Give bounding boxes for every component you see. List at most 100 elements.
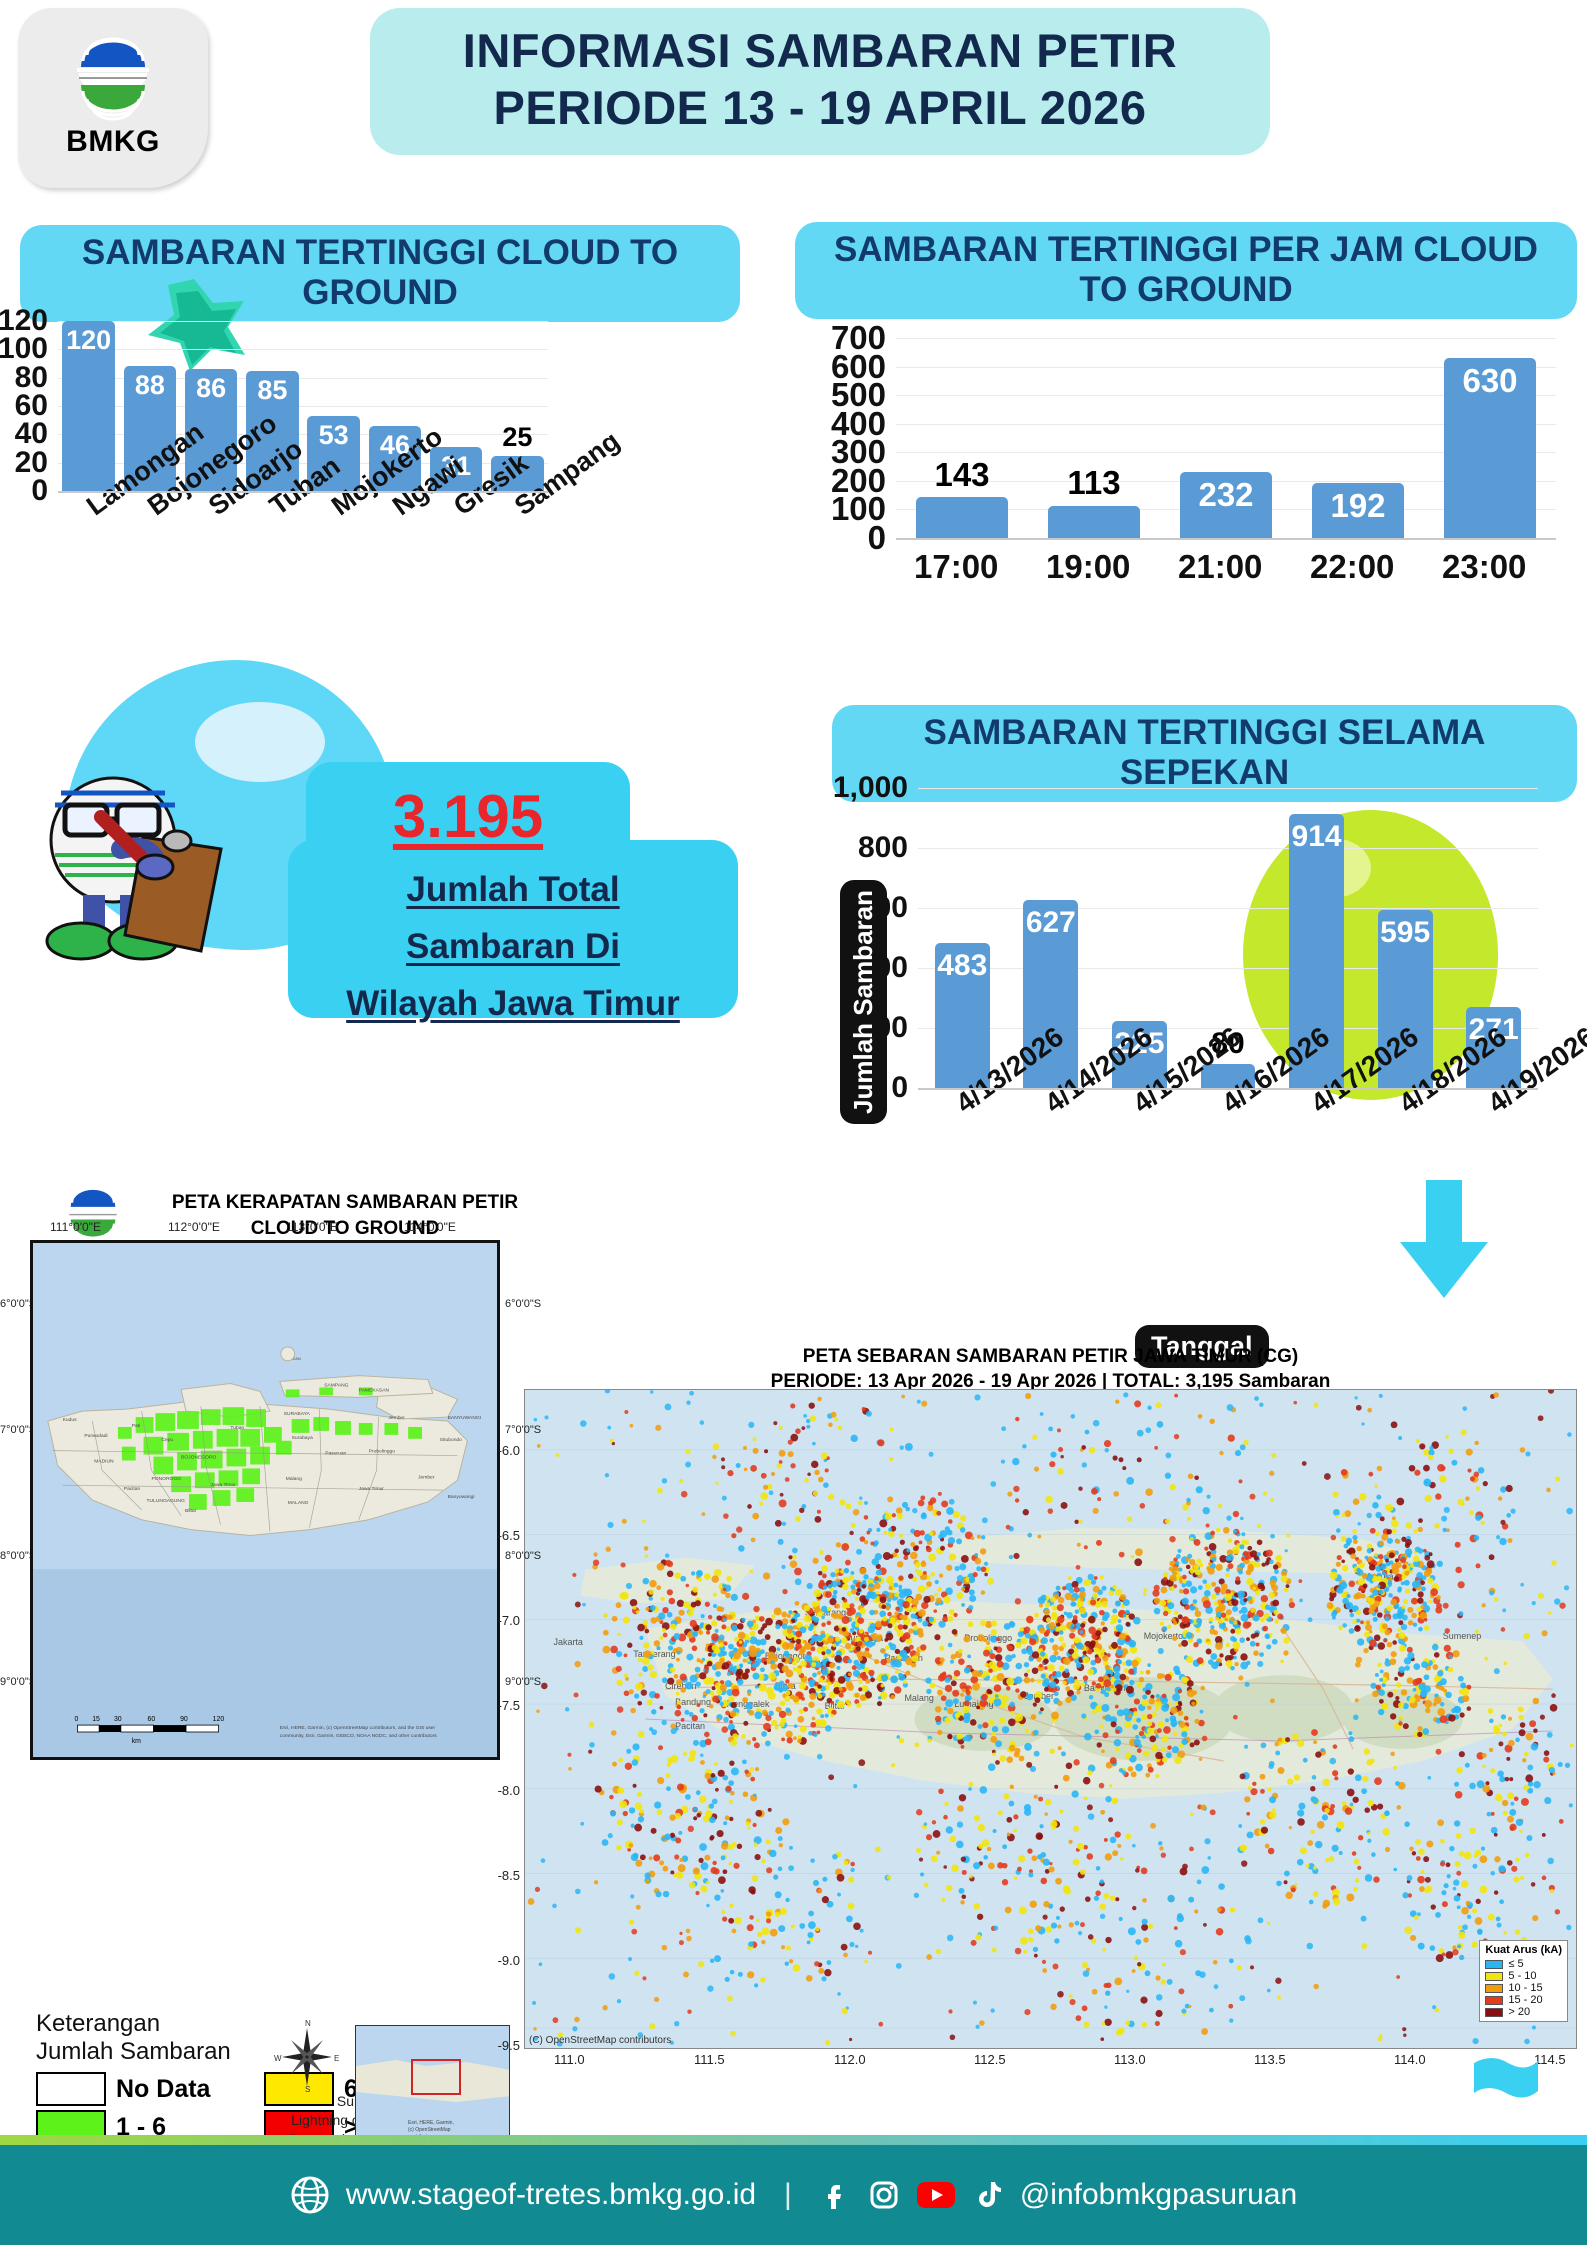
map1-legend-item: No Data (36, 2072, 252, 2106)
bar-Sampang[interactable] (491, 455, 544, 491)
map2-x-ticks: 111.0 111.5 112.0 112.5 113.0 113.5 114.0 114.5 (524, 2052, 1577, 2072)
map2-x-tick: 114.0 (1394, 2052, 1426, 2067)
chart2-gridline (896, 452, 1556, 454)
chart1-gridline (58, 434, 548, 436)
svg-text:Pacitan: Pacitan (124, 1486, 141, 1492)
svg-text:Situbondo: Situbondo (440, 1437, 462, 1443)
map2-x-tick: 111.0 (554, 2052, 585, 2067)
map1-lat-tick-right: 6°0'0"S (505, 1298, 542, 1310)
map2-x-tick: 112.0 (834, 2052, 866, 2067)
map2-legend-item: > 20 (1485, 2006, 1562, 2018)
bar-4/14/2026[interactable] (1023, 899, 1079, 1088)
facebook-icon[interactable] (820, 2179, 852, 2211)
bar-Tuban[interactable] (246, 370, 299, 491)
tiktok-icon[interactable] (972, 2179, 1004, 2211)
footer-website[interactable]: www.stageof-tretes.bmkg.go.id (345, 2178, 757, 2211)
chart1-ytick: 0 (31, 474, 48, 507)
chart-cg-hourly: 0 100 200 300 400 500 600 700 143 113 232 192 630 17:… (800, 319, 1587, 680)
svg-text:Jawa Timur: Jawa Timur (211, 1482, 237, 1488)
svg-text:km: km (132, 1738, 141, 1745)
bar-21:00[interactable] (1179, 471, 1273, 538)
legend-label: > 20 (1508, 2006, 1531, 2018)
svg-text:90: 90 (180, 1716, 188, 1723)
chart3-ytick: 800 (857, 831, 908, 864)
bar-Sidoarjo[interactable] (184, 369, 238, 491)
bar-value-4/19/2026: 271 (1468, 1012, 1519, 1046)
map1-canvas[interactable]: Tuban Surabaya BOJONEGORO Jawa Timur Pasur… (30, 1240, 500, 1760)
bar-19:00[interactable] (1047, 505, 1141, 538)
map1-lon-tick: 111°0'0"E (50, 1220, 101, 1234)
bar-4/13/2026[interactable] (934, 943, 990, 1088)
map2-legend-title: Kuat Arus (kA) (1485, 1944, 1562, 1956)
svg-text:Malang: Malang (904, 1693, 933, 1703)
bar-Bojonegoro[interactable] (123, 366, 177, 491)
map1-legend-title1: Keterangan (36, 2010, 161, 2037)
footer-accent-bar (0, 2135, 1587, 2145)
chart3-ytick: 0 (891, 1071, 908, 1104)
chart3-gridline (918, 1028, 1538, 1029)
bar-4/16/2026[interactable] (1200, 1064, 1256, 1088)
chart1-ytick: 60 (14, 389, 48, 422)
bar-Gresik[interactable] (429, 447, 483, 491)
svg-text:W: W (274, 2054, 282, 2063)
chart1-y-axis: 0 20 40 60 80 100 120 (0, 304, 48, 507)
svg-text:Blitar: Blitar (825, 1701, 845, 1711)
svg-text:Cepu: Cepu (161, 1437, 173, 1443)
bmkg-logo-icon (71, 37, 155, 123)
map2-x-tick: 112.5 (974, 2052, 1006, 2067)
chart2-ytick: 700 (830, 319, 886, 356)
svg-text:15: 15 (92, 1716, 100, 1723)
svg-text:Jember: Jember (388, 1415, 405, 1421)
bar-22:00[interactable] (1311, 483, 1405, 538)
svg-text:Bandung: Bandung (675, 1697, 711, 1707)
chart2-gridline (896, 338, 1556, 339)
map2-legend-item: 15 - 20 (1485, 1994, 1562, 2006)
map2-y-tick: -6.0 (497, 1443, 520, 1458)
svg-text:MALANG: MALANG (288, 1500, 309, 1506)
svg-text:Malang: Malang (286, 1476, 302, 1482)
bar-Mojokerto[interactable] (307, 415, 360, 491)
svg-text:BANYUWANGI: BANYUWANGI (448, 1415, 481, 1421)
bar-4/18/2026[interactable] (1377, 909, 1433, 1088)
bar-4/19/2026[interactable] (1466, 1006, 1522, 1088)
bar-4/17/2026[interactable] (1289, 813, 1345, 1088)
chart1-ytick: 20 (14, 445, 48, 479)
bar-4/15/2026[interactable] (1111, 1020, 1167, 1088)
map1-lon-tick: 113°0'0"E (286, 1220, 338, 1234)
section-title-cg-top: SAMBARAN TERTINGGI CLOUD TO GROUND (20, 225, 740, 322)
bar-value-4/16/2026: 80 (1211, 1026, 1245, 1060)
map2-title: PETA SEBARAN SAMBARAN PETIR JAWA TIMUR (… (524, 1345, 1577, 1394)
bar-23:00[interactable] (1443, 358, 1537, 538)
svg-text:Mojokerto: Mojokerto (1144, 1631, 1183, 1641)
chart3-gridline (918, 848, 1538, 849)
bar-value-Ngawi: 46 (379, 429, 410, 460)
svg-text:Banyuwangi: Banyuwangi (448, 1494, 475, 1500)
footer-handle[interactable]: @infobmkgpasuruan (1019, 2178, 1298, 2211)
svg-text:Probolinggo: Probolinggo (964, 1633, 1012, 1643)
map2-y-tick: -8.0 (497, 1783, 520, 1798)
instagram-icon[interactable] (868, 2179, 900, 2211)
section-title-cg-hourly: SAMBARAN TERTINGGI PER JAM CLOUD TO GROU… (795, 222, 1577, 319)
map2-y-tick: -7.5 (497, 1698, 520, 1713)
map2-x-tick: 111.5 (694, 2052, 725, 2067)
map2-y-tick: -8.5 (497, 1868, 520, 1883)
svg-text:N: N (305, 2019, 311, 2028)
bar-17:00[interactable] (915, 497, 1009, 538)
svg-text:Kudus: Kudus (63, 1417, 77, 1423)
bar-Lamongan[interactable] (62, 321, 115, 491)
chart1-gridline (58, 377, 548, 379)
map1-title-line2: CLOUD TO GROUND (250, 1217, 440, 1239)
chart3-ytick: 1,000 (832, 771, 908, 804)
svg-text:Cirebon: Cirebon (665, 1681, 696, 1691)
bar-value-4/15/2026: 225 (1114, 1026, 1165, 1060)
total-line1: Jumlah Total (406, 870, 620, 909)
chart2-ytick: 400 (830, 404, 886, 442)
map2-x-tick: 114.5 (1534, 2052, 1566, 2067)
bar-Ngawi[interactable] (368, 425, 422, 491)
youtube-icon[interactable] (916, 2180, 956, 2210)
svg-text:Pati: Pati (132, 1423, 140, 1429)
map1-longitude-ticks: 111°0'0"E 112°0'0"E 113°0'0"E 114°0'0"E (30, 1220, 500, 1238)
